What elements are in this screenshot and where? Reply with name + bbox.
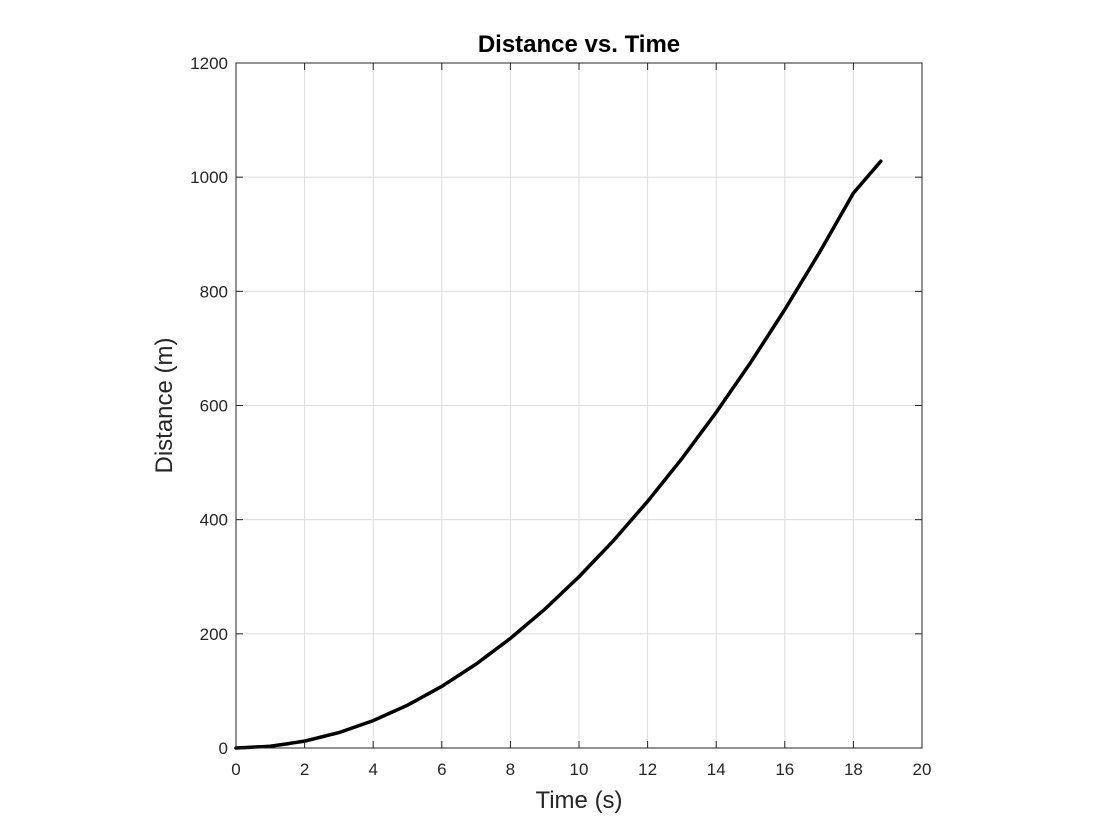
x-tick-label-10: 20 [913,760,932,779]
y-tick-label-2: 400 [200,511,228,530]
x-tick-label-4: 8 [506,760,515,779]
x-tick-label-3: 6 [437,760,446,779]
y-tick-label-1: 200 [200,625,228,644]
x-tick-label-1: 2 [300,760,309,779]
x-tick-label-8: 16 [775,760,794,779]
x-tick-label-0: 0 [231,760,240,779]
grid [235,62,923,749]
y-tick-label-6: 1200 [190,54,228,73]
x-axis-label: Time (s) [535,787,622,814]
x-tick-label-5: 10 [570,760,589,779]
y-tick-label-0: 0 [219,739,228,758]
x-tick-label-9: 18 [844,760,863,779]
x-tick-label-6: 12 [638,760,657,779]
y-tick-label-4: 800 [200,282,228,301]
y-tick-label-3: 600 [200,397,228,416]
y-ticks: 0 200 400 600 800 1000 1200 [190,54,922,758]
y-tick-label-5: 1000 [190,168,228,187]
chart-title: Distance vs. Time [478,31,680,58]
x-tick-label-7: 14 [707,760,726,779]
x-tick-label-2: 4 [368,760,377,779]
series-layer [234,159,883,750]
x-ticks: 0 2 4 6 8 10 12 14 16 18 20 [231,63,931,779]
y-axis-label: Distance (m) [151,337,178,473]
series-line-0 [234,159,883,750]
